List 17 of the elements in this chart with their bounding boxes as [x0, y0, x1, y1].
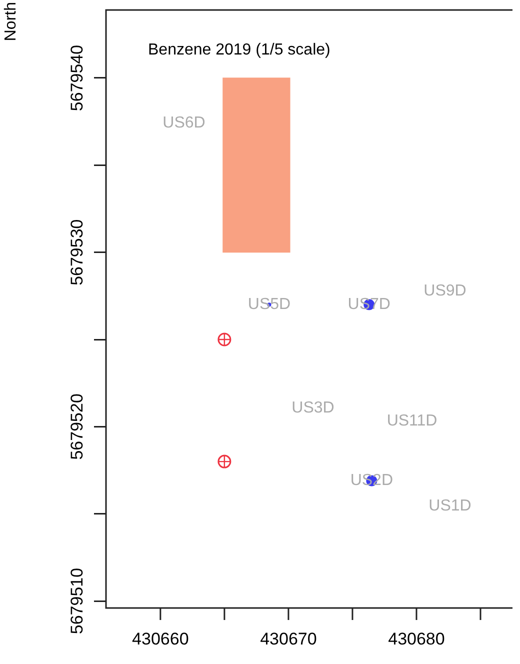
- y-tick-label: 5679530: [68, 219, 87, 286]
- annotation: US1D: [428, 497, 472, 514]
- x-tick-label: 430660: [132, 630, 189, 649]
- annotation: US3D: [292, 399, 334, 416]
- text: Benzene 2019 (1/5 scale): [148, 41, 330, 58]
- point: [218, 454, 232, 468]
- point: [218, 332, 232, 346]
- annotation: US6D: [162, 114, 206, 132]
- y-tick-label: 5679520: [68, 394, 87, 460]
- y-tick-label: 5679510: [68, 568, 87, 634]
- annotation: US5D: [248, 296, 291, 314]
- x-tick-label: 430680: [388, 630, 445, 649]
- annotation: US11D: [386, 412, 438, 430]
- x-tick-label: 430670: [260, 630, 317, 649]
- y-axis-title: North: [2, 2, 20, 42]
- y-tick-label: 5679540: [68, 44, 87, 112]
- annotation: US9D: [424, 282, 466, 300]
